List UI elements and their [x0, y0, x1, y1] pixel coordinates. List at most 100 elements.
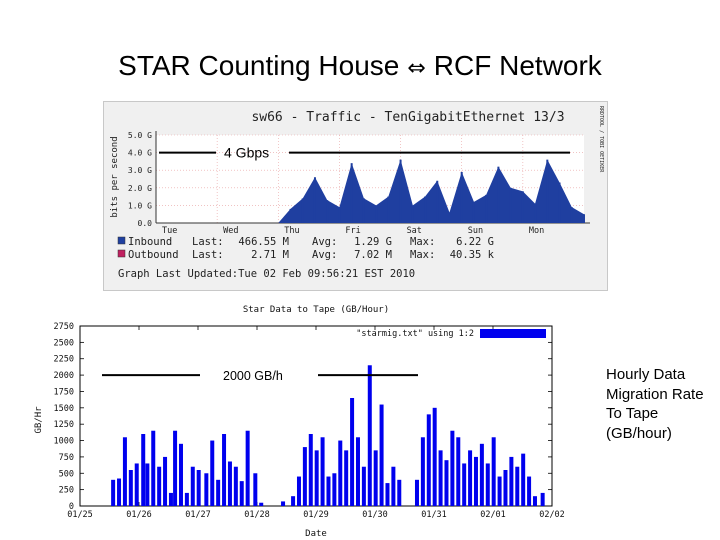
tape-y-tick-label: 1250	[54, 420, 74, 430]
tape-x-tick-label: 02/02	[539, 510, 565, 520]
legend-name-outbound: Outbound	[128, 249, 179, 261]
traffic-y-tick-label: 5.0 G	[128, 131, 152, 140]
traffic-y-tick-label: 1.0 G	[128, 201, 152, 210]
tape-x-label: Date	[305, 529, 327, 539]
tape-bar	[420, 437, 425, 506]
legend-last-label: Last:	[192, 249, 224, 261]
tape-bar	[515, 466, 520, 506]
legend-max-label: Max:	[410, 249, 435, 261]
tape-annotation: 2000 GB/h	[102, 369, 418, 383]
tape-x-tick-label: 01/30	[362, 510, 388, 520]
tape-bar	[196, 470, 201, 506]
legend-last-label: Last:	[192, 236, 224, 248]
tape-y-tick-label: 2000	[54, 371, 74, 381]
tape-bar	[326, 476, 331, 506]
traffic-y-ticks: 5.0 G 4.0 G 3.0 G 2.0 G 1.0 G 0.0	[128, 131, 152, 228]
tape-bar	[468, 450, 473, 506]
legend-avg-value: 7.02 M	[354, 249, 392, 261]
tape-y-tick-label: 2500	[54, 338, 74, 348]
tape-bar	[184, 492, 189, 506]
legend-last-value: 466.55 M	[238, 236, 289, 248]
tape-bar	[509, 456, 514, 506]
tape-bar	[473, 456, 478, 506]
traffic-x-tick-label: Fri	[345, 226, 360, 236]
tape-bar	[391, 466, 396, 506]
tape-bar	[367, 365, 372, 506]
tape-y-tick-label: 2250	[54, 355, 74, 365]
tape-legend: "starmig.txt" using 1:2	[356, 329, 546, 339]
tape-y-tick-label: 1750	[54, 387, 74, 397]
tape-bar	[145, 463, 150, 506]
tape-bar	[479, 443, 484, 506]
tape-x-tick-label: 01/29	[303, 510, 329, 520]
legend-name-inbound: Inbound	[128, 236, 172, 248]
tape-bar	[291, 496, 296, 506]
tape-x-tick-label: 02/01	[480, 510, 506, 520]
tape-bar	[344, 450, 349, 506]
traffic-graph-panel: sw66 - Traffic - TenGigabitEthernet 13/3…	[103, 101, 608, 291]
legend-last-value: 2.71 M	[251, 249, 289, 261]
tape-bar	[296, 476, 301, 506]
traffic-y-tick-label: 0.0	[138, 219, 153, 228]
traffic-y-tick-label: 4.0 G	[128, 149, 152, 158]
tape-bar	[233, 466, 238, 506]
tape-bar	[320, 437, 325, 506]
traffic-x-tick-label: Sat	[407, 226, 422, 236]
tape-bar	[222, 434, 227, 506]
traffic-annotation-label: 4 Gbps	[224, 145, 269, 161]
tape-legend-label: "starmig.txt" using 1:2	[356, 329, 474, 339]
tape-y-tick-label: 1500	[54, 404, 74, 414]
tape-y-tick-label: 750	[59, 453, 74, 463]
tape-bar	[128, 470, 133, 506]
traffic-x-tick-label: Thu	[284, 226, 299, 236]
slide-title: STAR Counting House ⇔ RCF Network	[0, 50, 720, 82]
tape-bar	[497, 476, 502, 506]
legend-max-value: 40.35 k	[450, 249, 495, 261]
traffic-series	[156, 159, 585, 223]
tape-bar	[456, 437, 461, 506]
traffic-x-ticks: Tue Wed Thu Fri Sat Sun Mon	[162, 226, 544, 236]
traffic-y-tick-label: 3.0 G	[128, 166, 152, 175]
tape-bar	[385, 483, 390, 506]
tape-bar	[168, 492, 173, 506]
tape-bar	[350, 398, 355, 506]
tape-bar	[134, 463, 139, 506]
tape-x-tick-label: 01/27	[185, 510, 211, 520]
tape-bar	[157, 466, 162, 506]
tape-bar	[239, 481, 244, 506]
tape-bar	[178, 443, 183, 506]
tape-y-tick-label: 500	[59, 469, 74, 479]
tape-bar	[426, 414, 431, 506]
title-left: STAR Counting House	[118, 50, 400, 81]
traffic-x-tick-label: Tue	[162, 226, 177, 236]
tape-x-tick-label: 01/26	[126, 510, 152, 520]
traffic-x-tick-label: Sun	[468, 226, 483, 236]
tape-bar	[361, 466, 366, 506]
tape-bar	[332, 473, 337, 506]
tape-bar	[227, 461, 232, 506]
tape-x-tick-label: 01/28	[244, 510, 270, 520]
tape-bar	[527, 476, 532, 506]
tape-bar	[173, 430, 178, 506]
tape-bar	[540, 492, 545, 506]
tape-bar	[245, 430, 250, 506]
tape-bar	[521, 453, 526, 506]
legend-avg-label: Avg:	[312, 236, 337, 248]
legend-avg-label: Avg:	[312, 249, 337, 261]
tape-bar	[355, 437, 360, 506]
tape-bar	[210, 440, 215, 506]
traffic-legend: Inbound Last: 466.55 M Avg: 1.29 G Max: 6.22 G…	[117, 236, 495, 261]
tape-bar	[450, 430, 455, 506]
traffic-y-label: bits per second	[110, 136, 120, 217]
tape-y-ticks: 0 250 500 750 1000 1250 1500 1750 2000 2250 2500 27…	[54, 322, 552, 512]
legend-avg-value: 1.29 G	[354, 236, 392, 248]
tape-chart-title: Star Data to Tape (GB/Hour)	[243, 305, 389, 315]
tape-x-tick-label: 01/31	[421, 510, 447, 520]
tape-bar	[491, 437, 496, 506]
legend-max-value: 6.22 G	[456, 236, 494, 248]
tape-bar	[414, 479, 419, 506]
tape-legend-swatch	[480, 329, 546, 338]
legend-max-label: Max:	[410, 236, 435, 248]
legend-swatch-inbound	[117, 236, 126, 245]
legend-swatch-outbound	[117, 249, 126, 258]
